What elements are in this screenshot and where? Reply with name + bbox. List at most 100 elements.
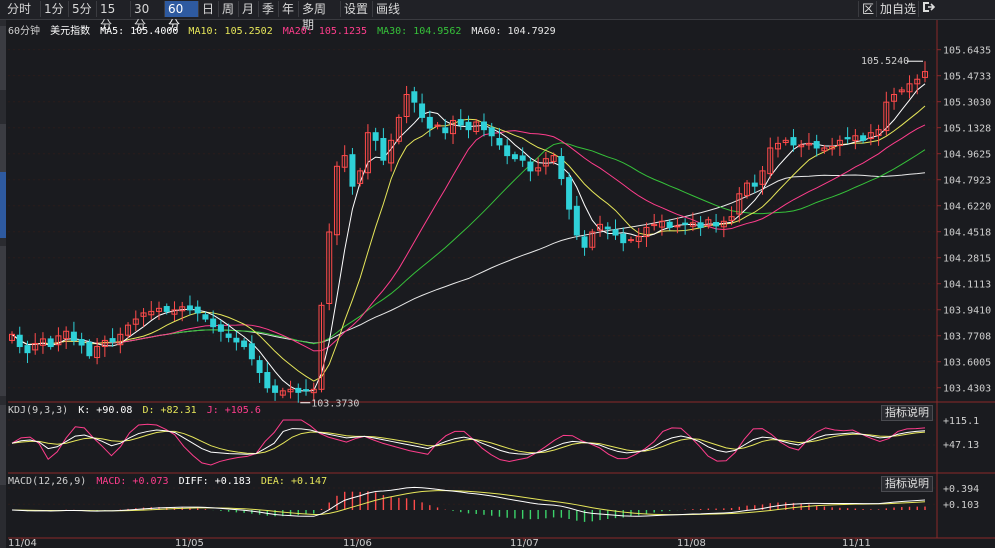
candle-body [906,83,913,93]
tab-10[interactable]: 年 [278,1,298,17]
candle-body [898,89,905,93]
candle-body [922,71,928,78]
candle-body [434,124,441,127]
candle-body [233,337,240,343]
candle-body [295,387,302,393]
candle-body [736,193,743,215]
y-tick-label: 103.4303 [943,384,991,395]
macd-dea-value: DEA: +0.147 [260,476,328,487]
candle-body [9,333,15,341]
candle-body [744,182,751,197]
candle-body [875,129,882,136]
y-tick-label: 104.6220 [943,202,991,213]
candle-body [658,220,665,228]
candle-body [465,121,472,131]
main-legend: 60分钟 美元指数 MA5: 105.4000 MA10: 105.2502 M… [8,22,560,37]
candle-body [627,239,634,242]
sidebar-tab-timeshare[interactable] [0,124,6,180]
candle-body [109,338,116,343]
sidebar-tab-kline[interactable] [0,172,6,238]
tab-12[interactable]: 设置 [340,1,372,17]
candle-body [651,223,658,227]
candle-body [349,154,356,187]
region-button[interactable]: 区 [858,1,877,17]
sidebar-tab-f10[interactable] [0,246,6,396]
tab-6[interactable]: 日 [198,1,218,17]
x-date-label: 11/06 [343,538,372,548]
candle-body [256,360,263,374]
candle-body [310,388,317,394]
tab-13[interactable]: 画线 [372,1,404,17]
candle-body [774,142,781,150]
candle-body [248,343,255,360]
candle-body [689,222,696,227]
candle-body [357,170,364,184]
macd-help-button[interactable]: 指标说明 [881,476,933,492]
x-date-label: 11/11 [842,538,871,548]
candle-body [163,306,170,312]
y-tick-label: 103.9410 [943,306,991,317]
tab-9[interactable]: 季 [258,1,278,17]
tab-3[interactable]: 15分 [96,1,130,32]
tab-8[interactable]: 月 [238,1,258,17]
tab-7[interactable]: 周 [218,1,238,17]
candle-body [705,219,712,227]
candle-body [156,307,163,312]
candle-body [202,314,209,320]
candle-body [333,165,340,236]
candle-body [713,222,720,227]
kdj-tick-label: +47.13 [943,440,979,451]
kdj-j-line [11,419,926,466]
candle-body [426,116,433,129]
y-tick-label: 104.7923 [943,176,991,187]
kdj-legend: KDJ(9,3,3) K: +90.08 D: +82.31 J: +105.6 [8,405,265,416]
candle-body [496,138,503,146]
left-sidebar [0,20,6,548]
candle-body [790,137,797,146]
candle-body [225,333,232,338]
candle-body [720,220,727,228]
candle-body [341,155,348,168]
candle-body [852,135,859,142]
candle-body [442,127,449,134]
candle-body [635,236,642,242]
sidebar-tab-more[interactable] [0,405,6,485]
tab-5[interactable]: 60分 [164,1,198,32]
candle-body [566,177,573,210]
candle-body [287,388,294,393]
candle-body [303,389,310,392]
candle-body [78,339,85,346]
y-tick-label: 105.6435 [943,46,991,57]
tab-1[interactable]: 1分 [40,1,68,17]
candle-body [86,341,93,357]
candle-body [488,127,495,137]
ma20-value: MA20: 105.1235 [282,26,368,37]
kdj-help-button[interactable]: 指标说明 [881,405,933,421]
candle-body [612,229,619,236]
ma20-line [11,124,926,352]
candle-body [604,226,611,230]
candle-body [542,158,549,167]
candle-body [94,346,101,359]
candle-body [457,119,464,126]
candle-body [550,155,557,162]
exit-icon[interactable] [918,1,939,17]
add-favorite-button[interactable]: 加自选 [876,1,919,17]
ma60-line [11,172,926,346]
candle-body [179,306,186,312]
candle-body [728,216,735,221]
x-date-label: 11/05 [175,538,204,548]
candle-body [32,342,39,351]
candle-body [63,330,70,340]
candle-body [395,116,402,142]
candle-body [860,135,867,141]
ma30-value: MA30: 104.9562 [377,26,462,37]
sidebar-tab-quotes[interactable] [0,26,6,90]
candle-body [597,223,604,231]
tab-0[interactable]: 分时 [7,2,32,16]
tab-11[interactable]: 多周期 [298,1,340,32]
tab-2[interactable]: 5分 [68,1,96,17]
y-tick-label: 105.1328 [943,124,991,135]
tab-4[interactable]: 30分 [130,1,164,32]
